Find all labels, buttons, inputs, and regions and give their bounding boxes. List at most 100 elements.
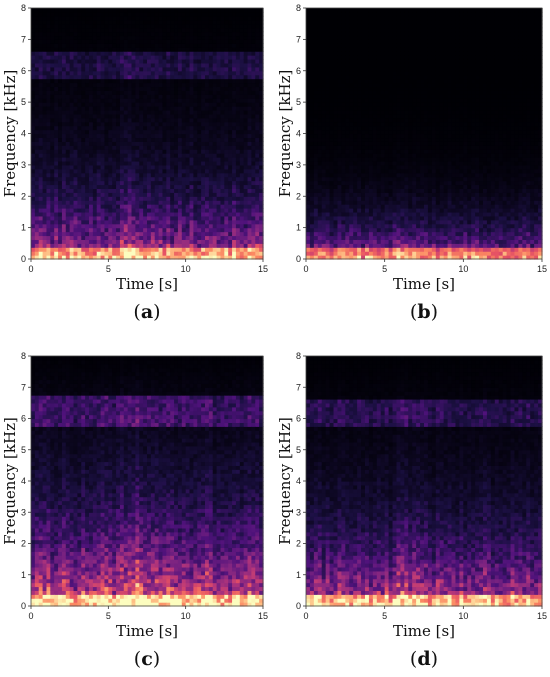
y-tick-label: 5: [21, 97, 26, 107]
heatmap-cell: [368, 192, 374, 197]
heatmap-cell: [104, 255, 109, 260]
heatmap-cell: [235, 70, 241, 76]
heatmap-cell: [185, 47, 191, 52]
heatmap-cell: [116, 109, 121, 115]
heatmap-cell: [177, 55, 183, 60]
heatmap-cell: [85, 223, 90, 229]
heatmap-cell: [317, 211, 323, 217]
heatmap-cell: [181, 102, 187, 107]
heatmap-cell: [235, 231, 241, 237]
heatmap-cell: [100, 180, 106, 186]
heatmap-cell: [205, 51, 210, 56]
heatmap-cell: [166, 196, 171, 201]
heatmap-cell: [154, 19, 160, 25]
heatmap-cell: [92, 102, 98, 107]
heatmap-cell: [189, 58, 194, 64]
heatmap-cell: [54, 51, 59, 56]
heatmap-cell: [361, 223, 366, 229]
heatmap-cell: [341, 168, 346, 174]
heatmap-cell: [85, 55, 90, 60]
heatmap-cell: [58, 164, 63, 170]
heatmap-cell: [353, 243, 358, 248]
heatmap-cell: [232, 109, 237, 115]
heatmap-cell: [119, 157, 125, 162]
heatmap-cell: [349, 227, 354, 233]
heatmap-cell: [162, 137, 167, 142]
heatmap-cell: [119, 235, 125, 240]
heatmap-cell: [306, 188, 311, 193]
heatmap-cell: [201, 145, 206, 150]
heatmap-cell: [147, 90, 152, 95]
heatmap-cell: [239, 58, 245, 64]
heatmap-cell: [100, 153, 106, 158]
heatmap-cell: [220, 168, 225, 174]
heatmap-cell: [189, 160, 194, 166]
heatmap-cell: [81, 133, 86, 139]
heatmap-cell: [61, 168, 67, 174]
heatmap-cell: [104, 109, 109, 115]
heatmap-cell: [154, 106, 160, 111]
heatmap-cell: [65, 109, 71, 115]
heatmap-cell: [135, 247, 140, 252]
heatmap-cell: [116, 153, 121, 158]
heatmap-cell: [162, 192, 167, 197]
heatmap-cell: [150, 251, 156, 256]
heatmap-cell: [309, 106, 315, 111]
heatmap-cell: [357, 168, 362, 174]
heatmap-cell: [235, 98, 241, 103]
heatmap-cell: [235, 239, 241, 244]
heatmap-cell: [131, 125, 136, 131]
heatmap-cell: [73, 255, 78, 260]
heatmap-cell: [232, 15, 237, 21]
heatmap-cell: [174, 255, 179, 260]
heatmap-cell: [232, 51, 237, 56]
heatmap-cell: [73, 47, 78, 52]
heatmap-cell: [349, 164, 354, 170]
heatmap-cell: [139, 176, 144, 182]
heatmap-cell: [313, 235, 319, 240]
heatmap-cell: [116, 117, 121, 123]
heatmap-cell: [81, 200, 86, 205]
heatmap-cell: [317, 231, 323, 237]
heatmap-cell: [357, 121, 362, 127]
heatmap-cell: [321, 55, 327, 60]
heatmap-cell: [116, 211, 121, 217]
heatmap-cell: [58, 219, 63, 225]
heatmap-cell: [50, 208, 55, 213]
heatmap-cell: [89, 188, 94, 193]
heatmap-cell: [46, 129, 51, 135]
heatmap-cell: [139, 106, 144, 111]
heatmap-cell: [235, 235, 241, 240]
heatmap-cell: [108, 180, 113, 186]
heatmap-cell: [259, 157, 264, 162]
heatmap-cell: [189, 243, 194, 248]
heatmap-cell: [239, 251, 245, 256]
heatmap-cell: [46, 109, 51, 115]
heatmap-cell: [232, 66, 237, 72]
heatmap-cell: [361, 86, 366, 91]
heatmap-cell: [38, 172, 44, 178]
heatmap-cell: [31, 129, 36, 135]
heatmap-cell: [104, 172, 109, 178]
heatmap-cell: [89, 204, 94, 209]
heatmap-cell: [81, 129, 86, 135]
heatmap-cell: [42, 62, 48, 68]
heatmap-cell: [325, 11, 331, 17]
heatmap-cell: [92, 117, 98, 123]
heatmap-cell: [112, 70, 117, 76]
heatmap-cell: [220, 58, 225, 64]
heatmap-cell: [127, 211, 133, 217]
heatmap-cell: [216, 204, 222, 209]
heatmap-cell: [337, 235, 342, 240]
heatmap-cell: [247, 223, 252, 229]
heatmap-cell: [131, 86, 136, 91]
heatmap-cell: [92, 74, 98, 80]
heatmap-cell: [345, 251, 350, 256]
heatmap-cell: [193, 102, 198, 107]
heatmap-cell: [368, 31, 374, 37]
heatmap-cell: [208, 51, 214, 56]
heatmap-cell: [235, 11, 241, 17]
heatmap-cell: [361, 11, 366, 17]
heatmap-cell: [89, 176, 94, 182]
heatmap-cell: [317, 39, 323, 44]
